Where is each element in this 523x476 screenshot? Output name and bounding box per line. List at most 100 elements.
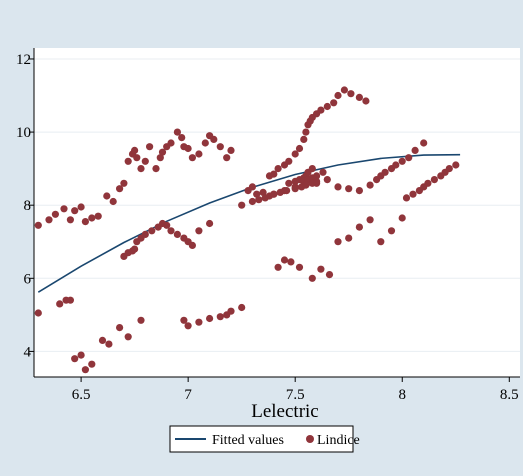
legend-lindice-label: Lindice (317, 433, 360, 448)
lindice-point (377, 238, 385, 246)
lindice-point (152, 165, 160, 173)
lindice-point (355, 187, 363, 195)
lindice-point (98, 336, 107, 344)
lindice-point (291, 150, 299, 158)
lindice-point (124, 157, 132, 165)
lindice-point (347, 90, 355, 98)
lindice-point (184, 144, 192, 153)
lindice-point (445, 165, 453, 173)
lindice-point (398, 214, 406, 222)
lindice-point (334, 91, 342, 100)
lindice-point (345, 234, 353, 242)
x-tick-label: 6.5 (72, 387, 91, 403)
lindice-point (313, 177, 321, 185)
lindice-point (227, 146, 235, 154)
lindice-point (148, 227, 156, 235)
lindice-point (167, 139, 175, 147)
lindice-point (141, 157, 149, 165)
lindice-point (280, 256, 289, 264)
lindice-point (302, 128, 310, 136)
lindice-point (238, 201, 246, 209)
lindice-point (295, 144, 304, 153)
lindice-point (137, 165, 145, 173)
lindice-point (420, 139, 428, 147)
lindice-point (105, 340, 113, 348)
lindice-point (210, 135, 218, 143)
y-tick-label: 4 (24, 344, 32, 360)
legend-point-swatch (306, 435, 314, 443)
y-tick-label: 6 (24, 271, 32, 287)
x-tick-label: 7 (184, 387, 192, 403)
lindice-point (216, 143, 224, 151)
lindice-point (131, 146, 139, 154)
lindice-point (120, 179, 128, 187)
lindice-point (308, 165, 316, 173)
lindice-point (133, 154, 141, 162)
lindice-point (66, 216, 74, 224)
lindice-point (325, 271, 334, 279)
lindice-point (409, 190, 417, 198)
lindice-point (362, 97, 370, 105)
lindice-point (206, 314, 214, 323)
lindice-point (60, 205, 68, 213)
lindice-point (255, 196, 263, 204)
lindice-point (405, 154, 413, 162)
lindice-point (77, 351, 85, 359)
lindice-point (195, 227, 203, 235)
lindice-point (201, 139, 209, 147)
lindice-point (109, 197, 117, 206)
x-tick-label: 7.5 (286, 387, 305, 403)
lindice-point (206, 219, 214, 228)
lindice-point (345, 185, 353, 193)
lindice-point (319, 168, 327, 176)
lindice-point (317, 106, 325, 114)
lindice-point (124, 333, 132, 341)
legend: Fitted values Lindice (169, 425, 360, 453)
lindice-point (56, 300, 64, 308)
lindice-point (178, 134, 186, 142)
lindice-point (274, 165, 282, 173)
lindice-point (411, 146, 419, 154)
lindice-point (45, 216, 53, 224)
lindice-point (323, 102, 331, 111)
lindice-point (334, 238, 342, 246)
lindice-point (195, 318, 203, 326)
plot-region (34, 48, 520, 377)
scatter-points (34, 86, 460, 374)
lindice-point (94, 212, 102, 220)
lindice-point (34, 309, 42, 317)
lindice-point (66, 296, 74, 304)
lindice-point (248, 197, 256, 206)
lindice-point (156, 154, 164, 162)
y-tick-label: 12 (16, 52, 31, 68)
lindice-point (334, 183, 342, 191)
lindice-point (355, 223, 363, 231)
x-ticks: 6.5 7 7.5 8 8.5 (72, 377, 519, 403)
lindice-point (188, 241, 196, 249)
lindice-point (270, 170, 278, 178)
lindice-point (184, 322, 192, 330)
lindice-point (366, 181, 374, 189)
lindice-point (308, 274, 316, 282)
lindice-point (77, 203, 85, 211)
lindice-point (238, 303, 246, 312)
lindice-point (116, 324, 124, 332)
lindice-point (163, 221, 171, 229)
lindice-point (381, 168, 389, 176)
lindice-point (276, 188, 284, 196)
lindice-point (283, 187, 291, 195)
lindice-point (392, 161, 400, 169)
y-tick-label: 8 (24, 198, 32, 214)
lindice-point (71, 355, 79, 363)
lindice-point (285, 157, 293, 165)
x-tick-label: 8.5 (500, 387, 519, 403)
lindice-point (81, 366, 89, 374)
lindice-point (248, 183, 256, 191)
lindice-point (300, 135, 308, 143)
lindice-point (330, 99, 338, 107)
gridlines (34, 58, 520, 352)
lindice-point (103, 192, 111, 200)
lindice-point (34, 221, 42, 229)
